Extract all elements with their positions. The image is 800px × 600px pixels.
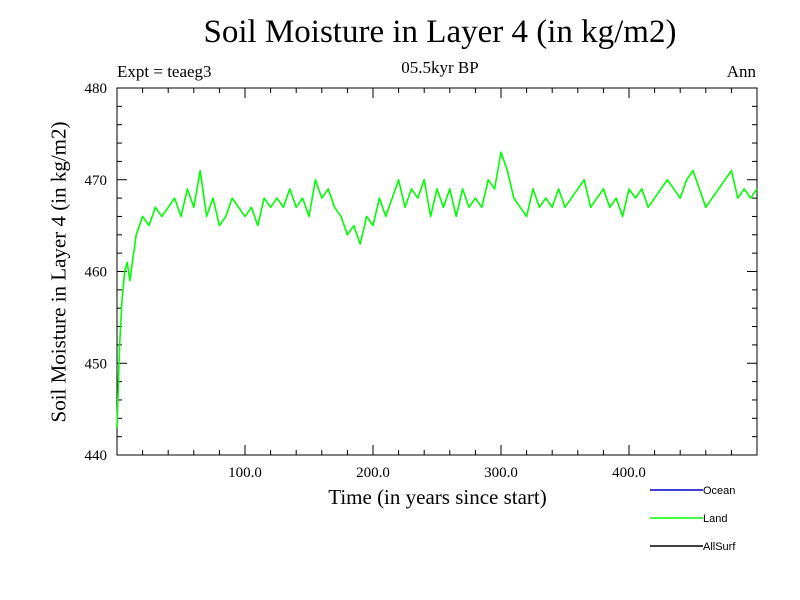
plot-frame (116, 87, 758, 456)
series-line-land (116, 151, 758, 428)
y-tick-label: 440 (85, 448, 108, 464)
axis-ticks (117, 87, 757, 456)
y-tick-label: 460 (85, 265, 108, 281)
legend: Ocean Land AllSurf (650, 485, 736, 553)
y-tick-label: 480 (85, 81, 108, 97)
legend-label-allsurf: AllSurf (703, 541, 736, 553)
axis-tick-labels: 440 450 460 470 480 100.0 200.0 300.0 400.0 (85, 81, 646, 481)
y-tick-label: 450 (85, 356, 108, 372)
y-tick-label: 470 (85, 173, 108, 189)
x-tick-label: 200.0 (356, 465, 390, 481)
experiment-label: Expt = teaeg3 (117, 62, 212, 81)
x-axis-label: Time (in years since start) (328, 485, 547, 509)
series-layer (116, 151, 758, 428)
x-tick-label: 100.0 (228, 465, 262, 481)
x-tick-label: 300.0 (484, 465, 518, 481)
chart-subtitle: 05.5kyr BP (401, 58, 479, 77)
legend-label-ocean: Ocean (703, 485, 735, 497)
legend-label-land: Land (703, 513, 727, 525)
chart-title: Soil Moisture in Layer 4 (in kg/m2) (203, 14, 677, 50)
x-tick-label: 400.0 (612, 465, 646, 481)
season-label: Ann (726, 62, 756, 81)
